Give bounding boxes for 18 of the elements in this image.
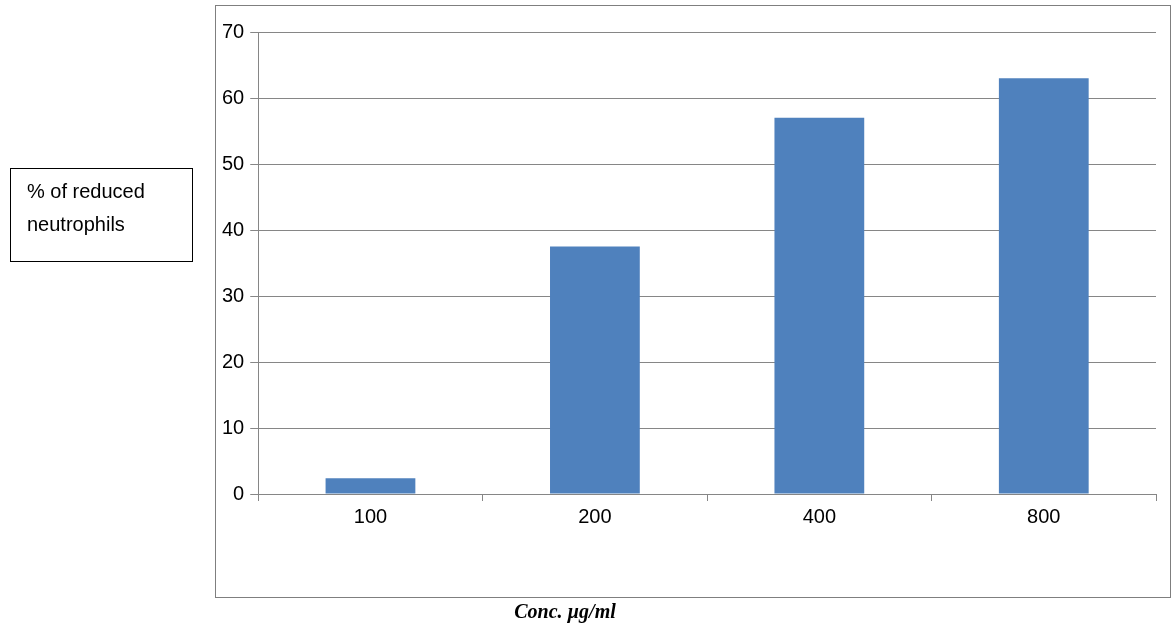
y-tick-label: 40 bbox=[222, 217, 245, 240]
y-tick-label: 50 bbox=[222, 151, 245, 174]
bar bbox=[325, 478, 416, 494]
bar bbox=[550, 246, 640, 494]
x-tick-label: 800 bbox=[1027, 504, 1061, 527]
y-tick-label: 60 bbox=[222, 85, 245, 108]
y-tick-label: 30 bbox=[222, 283, 245, 306]
x-tick-label: 400 bbox=[802, 504, 837, 527]
y-tick-label: 70 bbox=[222, 19, 245, 42]
y-tick-label: 0 bbox=[233, 481, 245, 504]
x-tick-label: 100 bbox=[353, 504, 388, 527]
y-tick-label: 10 bbox=[222, 415, 245, 438]
y-tick-label: 20 bbox=[222, 349, 245, 372]
y-axis-title: % of reduced neutrophils bbox=[10, 168, 193, 262]
bar bbox=[774, 117, 865, 494]
bar bbox=[998, 78, 1089, 494]
x-axis-title: Conc. µg/ml bbox=[513, 600, 617, 625]
x-tick-label: 200 bbox=[578, 504, 612, 527]
